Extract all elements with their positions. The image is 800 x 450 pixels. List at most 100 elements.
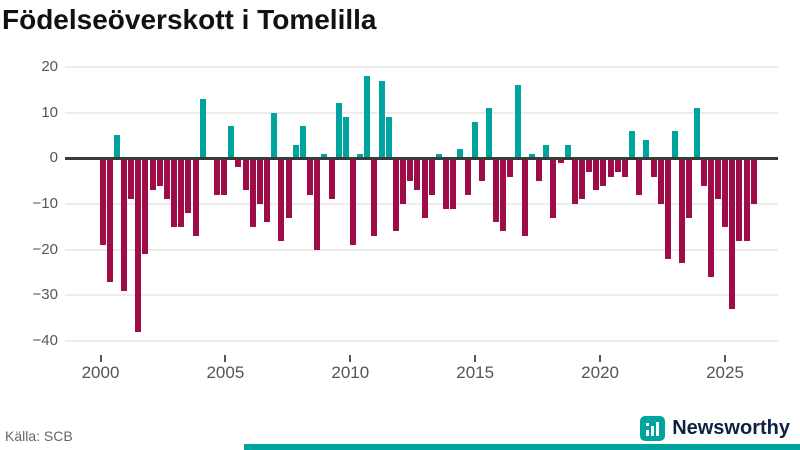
deficit-bar (349, 158, 356, 246)
deficit-bar (571, 158, 578, 205)
deficit-bar (156, 158, 163, 186)
deficit-bar (149, 158, 156, 191)
logo-dot (646, 423, 650, 426)
surplus-bar (643, 140, 650, 159)
deficit-bar (650, 158, 657, 177)
deficit-bar (278, 158, 285, 241)
deficit-bar (285, 158, 292, 218)
x-axis-tick (474, 355, 477, 362)
surplus-bar (629, 130, 636, 159)
deficit-bar (128, 158, 135, 200)
brand-name: Newsworthy (672, 417, 790, 439)
surplus-bar (357, 153, 364, 159)
deficit-bar (163, 158, 170, 200)
surplus-bar (228, 126, 235, 159)
y-axis-tick-label: −10 (32, 195, 58, 213)
deficit-bar (392, 158, 399, 232)
zero-line (65, 156, 778, 160)
newsworthy-logo: Newsworthy (640, 416, 790, 441)
logo-bar-medium (651, 426, 655, 436)
logo-bar-tall (656, 422, 660, 436)
deficit-bar (507, 158, 514, 177)
deficit-bar (328, 158, 335, 200)
deficit-bar (600, 158, 607, 186)
deficit-bar (707, 158, 714, 278)
x-axis-tick-label: 2025 (706, 363, 744, 382)
x-axis-tick-label: 2000 (81, 363, 120, 382)
deficit-bar (621, 158, 628, 177)
surplus-bar (292, 144, 299, 159)
deficit-bar (256, 158, 263, 205)
deficit-bar (500, 158, 507, 232)
surplus-bar (672, 130, 679, 159)
footer-accent-strip (244, 444, 800, 450)
deficit-bar (478, 158, 485, 182)
x-axis-tick (599, 355, 602, 362)
deficit-bar (607, 158, 614, 177)
x-axis-tick-label: 2010 (331, 363, 370, 382)
surplus-bar (299, 126, 306, 159)
y-axis-tick-label: 0 (49, 149, 58, 167)
deficit-bar (593, 158, 600, 191)
deficit-bar (400, 158, 407, 205)
surplus-bar (364, 75, 371, 159)
deficit-bar (135, 158, 142, 333)
deficit-bar (679, 158, 686, 264)
deficit-bar (736, 158, 743, 241)
deficit-bar (421, 158, 428, 218)
surplus-bar (528, 153, 535, 159)
deficit-bar (729, 158, 736, 310)
bar-chart-icon (640, 416, 666, 441)
deficit-bar (371, 158, 378, 237)
surplus-bar (335, 103, 342, 159)
deficit-bar (657, 158, 664, 205)
x-axis-tick-label: 2015 (456, 363, 495, 382)
deficit-bar (99, 158, 106, 246)
deficit-bar (715, 158, 721, 200)
deficit-bar (192, 158, 199, 237)
y-axis-tick-label: 20 (41, 57, 58, 75)
x-axis-tick (99, 355, 102, 362)
deficit-bar (686, 158, 693, 218)
chart-title: Födelseöverskott i Tomelilla (2, 4, 377, 35)
deficit-bar (221, 158, 228, 195)
deficit-bar (750, 158, 757, 205)
deficit-bar (171, 158, 178, 227)
gridline (65, 340, 778, 343)
surplus-bar (564, 144, 571, 159)
deficit-bar (700, 158, 707, 186)
deficit-bar (443, 158, 450, 209)
surplus-bar (321, 153, 328, 159)
deficit-bar (249, 158, 256, 227)
deficit-bar (242, 158, 249, 191)
surplus-bar (471, 121, 478, 159)
deficit-bar (428, 158, 435, 195)
deficit-bar (214, 158, 220, 195)
deficit-bar (614, 158, 621, 173)
x-axis-tick-label: 2020 (581, 363, 619, 382)
surplus-bar (113, 135, 120, 159)
gridline (65, 111, 778, 114)
surplus-bar (342, 117, 349, 159)
y-axis-tick-label: −30 (32, 286, 58, 304)
deficit-bar (106, 158, 113, 282)
deficit-bar (579, 158, 586, 200)
x-axis-tick-label: 2005 (206, 363, 245, 382)
surplus-bar (485, 107, 492, 159)
deficit-bar (743, 158, 750, 241)
deficit-bar (178, 158, 185, 227)
surplus-bar (199, 98, 206, 159)
surplus-bar (378, 80, 385, 159)
surplus-bar (435, 153, 442, 159)
deficit-bar (521, 158, 528, 237)
deficit-bar (664, 158, 671, 259)
deficit-bar (314, 158, 321, 250)
x-axis-tick (724, 355, 726, 362)
x-axis-tick (224, 355, 227, 362)
gridline (65, 65, 778, 68)
gridline (65, 294, 778, 297)
surplus-bar (385, 117, 392, 159)
surplus-bar (271, 112, 278, 159)
